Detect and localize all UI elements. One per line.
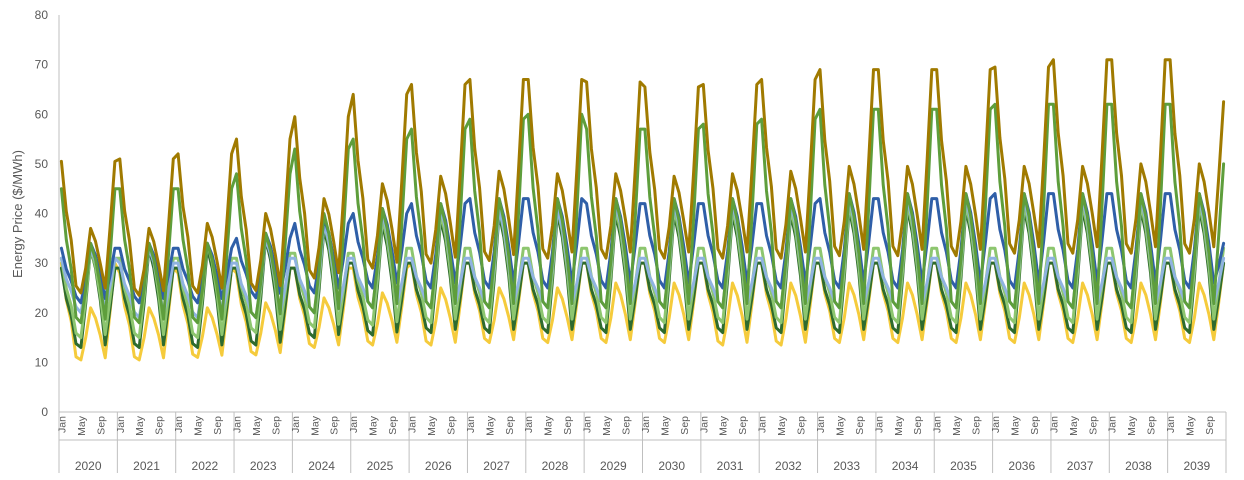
month-label: Jan xyxy=(990,416,1002,433)
month-label: Sep xyxy=(212,416,224,435)
series-line-7 xyxy=(59,58,1226,297)
y-tick-label: 0 xyxy=(41,405,48,419)
month-label: Sep xyxy=(562,416,574,435)
y-tick-label: 60 xyxy=(35,107,49,121)
month-label: Sep xyxy=(679,416,691,435)
month-label: May xyxy=(1068,415,1080,436)
month-label: Jan xyxy=(465,416,477,433)
month-label: Jan xyxy=(56,416,68,433)
month-label: May xyxy=(718,415,730,436)
year-label: 2027 xyxy=(483,459,510,473)
month-label: May xyxy=(484,415,496,436)
month-label: Jan xyxy=(757,416,769,433)
month-label: May xyxy=(951,415,963,436)
month-label: Sep xyxy=(912,416,924,435)
y-axis: 0 10 20 30 40 50 60 70 80 xyxy=(35,8,60,419)
month-label: May xyxy=(76,415,88,436)
year-label: 2030 xyxy=(658,459,685,473)
year-label: 2020 xyxy=(75,459,102,473)
year-label: 2025 xyxy=(367,459,394,473)
month-label: Sep xyxy=(971,416,983,435)
year-label: 2028 xyxy=(542,459,569,473)
month-label: Sep xyxy=(270,416,282,435)
month-label: May xyxy=(834,415,846,436)
month-label: May xyxy=(776,415,788,436)
month-label: May xyxy=(426,415,438,436)
month-label: May xyxy=(1009,415,1021,436)
year-label: 2022 xyxy=(192,459,219,473)
month-label: Jan xyxy=(115,416,127,433)
year-label: 2039 xyxy=(1183,459,1210,473)
series-line-1 xyxy=(59,261,1226,362)
series-layer xyxy=(59,58,1226,362)
month-label: May xyxy=(659,415,671,436)
year-label: 2034 xyxy=(892,459,919,473)
month-label: Sep xyxy=(854,416,866,435)
month-label: Sep xyxy=(329,416,341,435)
y-tick-label: 50 xyxy=(35,157,49,171)
month-label: May xyxy=(1126,415,1138,436)
year-label: 2035 xyxy=(950,459,977,473)
month-label: Sep xyxy=(1087,416,1099,435)
month-label: Jan xyxy=(1048,416,1060,433)
y-axis-title: Energy Price ($/MWh) xyxy=(10,150,25,278)
month-label: Jan xyxy=(523,416,535,433)
month-label: Jan xyxy=(407,416,419,433)
month-label: Jan xyxy=(640,416,652,433)
year-label: 2032 xyxy=(775,459,802,473)
month-label: Sep xyxy=(1029,416,1041,435)
month-label: May xyxy=(601,415,613,436)
series-line-2 xyxy=(59,207,1226,349)
month-label: Sep xyxy=(504,416,516,435)
month-label: Sep xyxy=(154,416,166,435)
y-tick-label: 70 xyxy=(35,58,49,72)
month-label: Sep xyxy=(737,416,749,435)
month-label: Sep xyxy=(620,416,632,435)
month-label: May xyxy=(193,415,205,436)
month-label: May xyxy=(368,415,380,436)
year-label: 2024 xyxy=(308,459,335,473)
y-tick-label: 40 xyxy=(35,207,49,221)
month-label: Jan xyxy=(582,416,594,433)
month-label: Jan xyxy=(698,416,710,433)
month-label: Sep xyxy=(95,416,107,435)
month-label: May xyxy=(309,415,321,436)
month-label: May xyxy=(1185,415,1197,436)
year-label: 2038 xyxy=(1125,459,1152,473)
year-label: 2036 xyxy=(1008,459,1035,473)
month-label: Jan xyxy=(873,416,885,433)
y-tick-label: 80 xyxy=(35,8,49,22)
month-label: Jan xyxy=(1107,416,1119,433)
month-label: Sep xyxy=(445,416,457,435)
year-label: 2029 xyxy=(600,459,627,473)
y-tick-label: 10 xyxy=(35,355,49,369)
series-line-6 xyxy=(59,102,1226,325)
month-label: Jan xyxy=(231,416,243,433)
y-tick-label: 20 xyxy=(35,306,49,320)
month-label: Sep xyxy=(796,416,808,435)
month-label: Jan xyxy=(932,416,944,433)
month-label: Sep xyxy=(1204,416,1216,435)
month-label: Sep xyxy=(1146,416,1158,435)
month-label: Sep xyxy=(387,416,399,435)
month-label: May xyxy=(134,415,146,436)
year-label: 2021 xyxy=(133,459,160,473)
year-label: 2026 xyxy=(425,459,452,473)
month-label: Jan xyxy=(290,416,302,433)
year-label: 2033 xyxy=(833,459,860,473)
month-label: May xyxy=(543,415,555,436)
year-label: 2031 xyxy=(717,459,744,473)
year-label: 2023 xyxy=(250,459,277,473)
y-tick-label: 30 xyxy=(35,256,49,270)
month-label: Jan xyxy=(348,416,360,433)
year-label: 2037 xyxy=(1067,459,1094,473)
month-label: Jan xyxy=(173,416,185,433)
month-label: May xyxy=(251,415,263,436)
month-label: Jan xyxy=(1165,416,1177,433)
x-axis: 2020 Jan May Sep 2021 Jan May Sep 2022 Jan May Sep 2… xyxy=(56,411,1227,473)
month-label: May xyxy=(893,415,905,436)
month-label: Jan xyxy=(815,416,827,433)
